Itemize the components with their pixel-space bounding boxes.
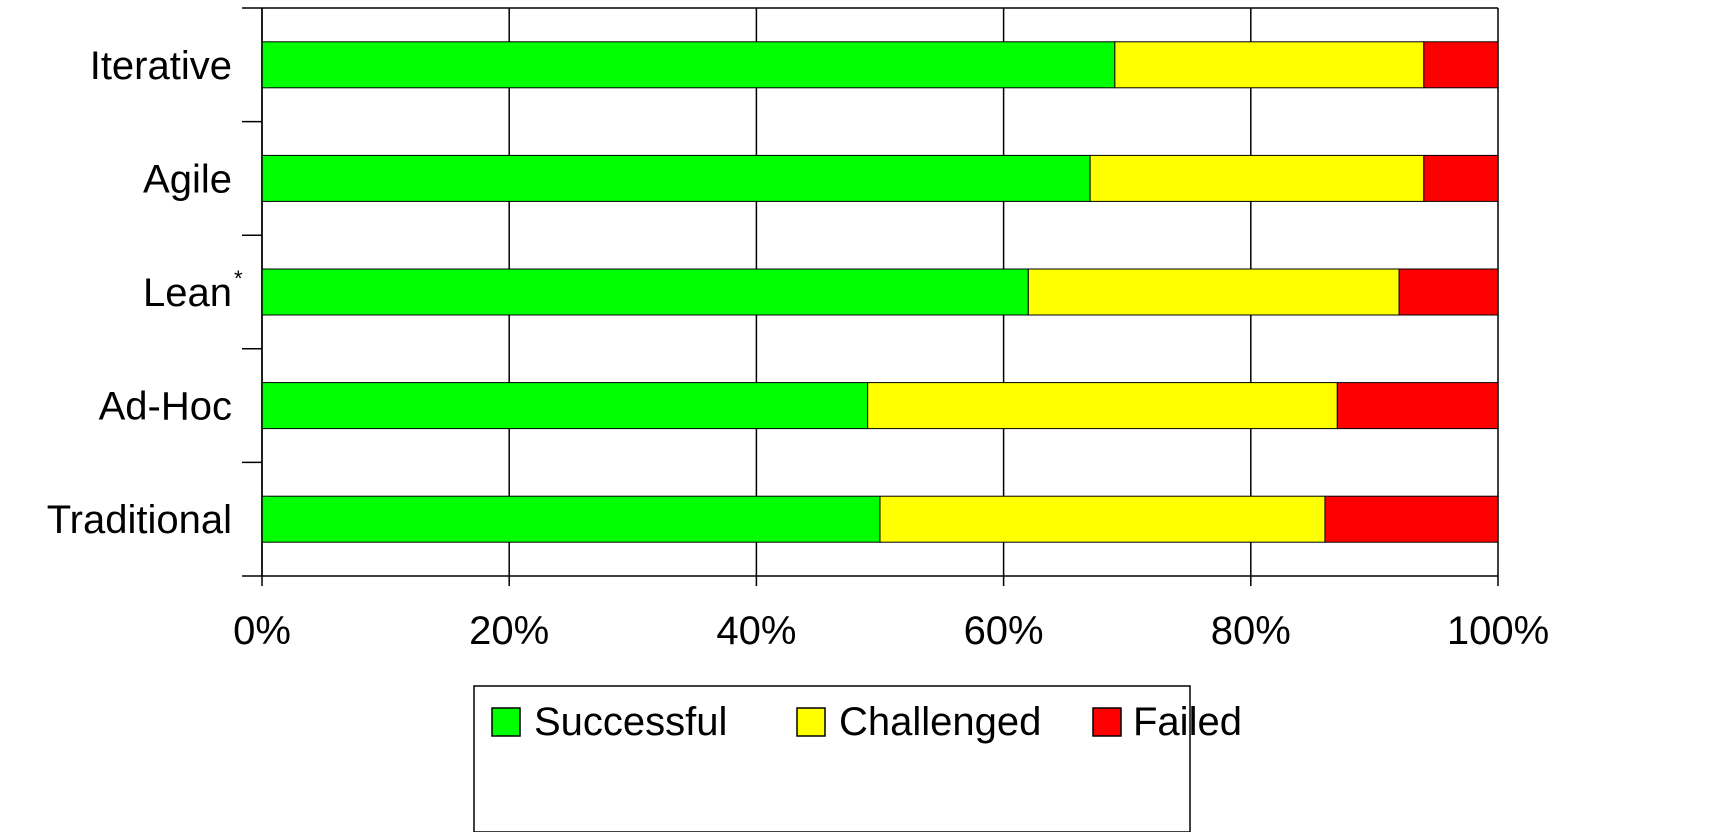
x-tick-label: 0% <box>233 609 291 653</box>
legend-swatch-failed <box>1092 707 1122 737</box>
bar-failed-traditional <box>1324 495 1499 543</box>
bar-failed-ad-hoc <box>1336 382 1499 430</box>
bar-successful-ad-hoc <box>261 382 869 430</box>
bar-failed-lean <box>1398 268 1499 316</box>
legend-box <box>473 685 1191 832</box>
category-footnote-mark: * <box>234 266 243 291</box>
category-label: Agile <box>143 157 232 201</box>
bar-challenged-lean <box>1027 268 1400 316</box>
bars <box>261 41 1499 543</box>
category-label: Ad-Hoc <box>99 385 232 429</box>
bar-successful-iterative <box>261 41 1116 89</box>
legend-label-failed: Failed <box>1133 700 1242 744</box>
category-label: Iterative <box>90 44 232 88</box>
legend-label-successful: Successful <box>534 700 727 744</box>
bar-successful-lean <box>261 268 1029 316</box>
x-tick-label: 60% <box>964 609 1044 653</box>
category-label: Traditional <box>47 498 232 542</box>
axis-labels: Iterative Agile Lean * Ad-Hoc Traditional 0% 20… <box>47 44 1549 653</box>
legend-label-challenged: Challenged <box>839 700 1041 744</box>
legend: Successful Challenged Failed <box>473 685 1242 832</box>
axes <box>242 7 1498 577</box>
x-tick-label: 100% <box>1447 609 1549 653</box>
bar-failed-iterative <box>1423 41 1499 89</box>
legend-swatch-challenged <box>796 707 826 737</box>
x-tick-label: 20% <box>469 609 549 653</box>
bar-challenged-traditional <box>879 495 1326 543</box>
bar-challenged-agile <box>1089 154 1425 202</box>
bar-challenged-iterative <box>1114 41 1425 89</box>
bar-successful-agile <box>261 154 1091 202</box>
bar-challenged-ad-hoc <box>867 382 1338 430</box>
category-label: Lean <box>143 271 232 315</box>
bar-successful-traditional <box>261 495 881 543</box>
x-tick-label: 80% <box>1211 609 1291 653</box>
legend-swatch-successful <box>491 707 521 737</box>
x-tick-label: 40% <box>716 609 796 653</box>
bar-failed-agile <box>1423 154 1499 202</box>
